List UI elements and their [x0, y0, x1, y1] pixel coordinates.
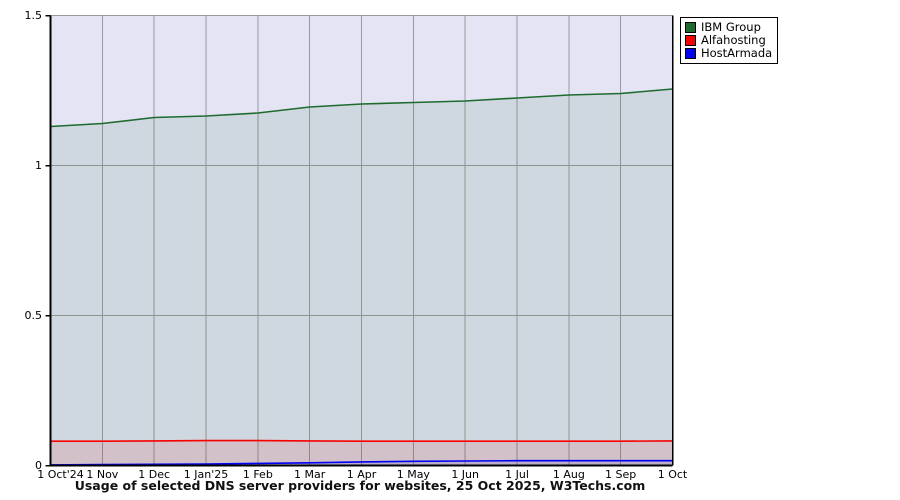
legend-swatch-icon [685, 22, 696, 33]
legend-swatch-icon [685, 35, 696, 46]
legend-item-alfahosting: Alfahosting [685, 34, 772, 47]
gridlines [50, 15, 673, 466]
y-axis-tick-label: 1.5 [24, 8, 43, 22]
x-axis-tick-label: 1 Sep [605, 467, 637, 481]
chart-legend: IBM Group Alfahosting HostArmada [680, 17, 779, 64]
x-axis-tick-label: 1 Jun [451, 467, 479, 481]
legend-item-hostarmada: HostArmada [685, 47, 772, 60]
x-axis-tick-label: 1 Apr [346, 467, 377, 481]
x-axis-tick-label: 1 May [396, 467, 430, 481]
chart-title: Usage of selected DNS server providers f… [74, 478, 646, 493]
axis-ticks [45, 14, 51, 467]
y-axis-tick-label: 1 [35, 158, 42, 172]
x-axis-tick-label: 1 Oct [657, 467, 688, 481]
legend-label: IBM Group [701, 20, 761, 34]
x-axis-tick-label: 1 Dec [138, 467, 171, 481]
legend-item-ibm-group: IBM Group [685, 21, 772, 34]
x-axis-tick-label: 1 Nov [86, 467, 119, 481]
series-lines [49, 88, 674, 466]
x-axis-tick-label: 1 Aug [552, 467, 585, 481]
x-axis-tick-label: 1 Jul [505, 467, 529, 481]
axes [49, 15, 674, 467]
x-axis-tick-label: 1 Mar [294, 467, 326, 481]
legend-label: Alfahosting [701, 33, 766, 47]
x-axis-tick-label: 1 Jan'25 [183, 467, 229, 481]
x-axis-tick-label: 1 Feb [242, 467, 273, 481]
y-axis-tick-label: 0.5 [24, 308, 43, 322]
series-areas [50, 89, 673, 466]
legend-label: HostArmada [701, 46, 773, 60]
x-axis-tick-label: 1 Oct'24 [37, 467, 84, 481]
y-axis-tick-label: 0 [35, 458, 42, 472]
legend-swatch-icon [685, 48, 696, 59]
